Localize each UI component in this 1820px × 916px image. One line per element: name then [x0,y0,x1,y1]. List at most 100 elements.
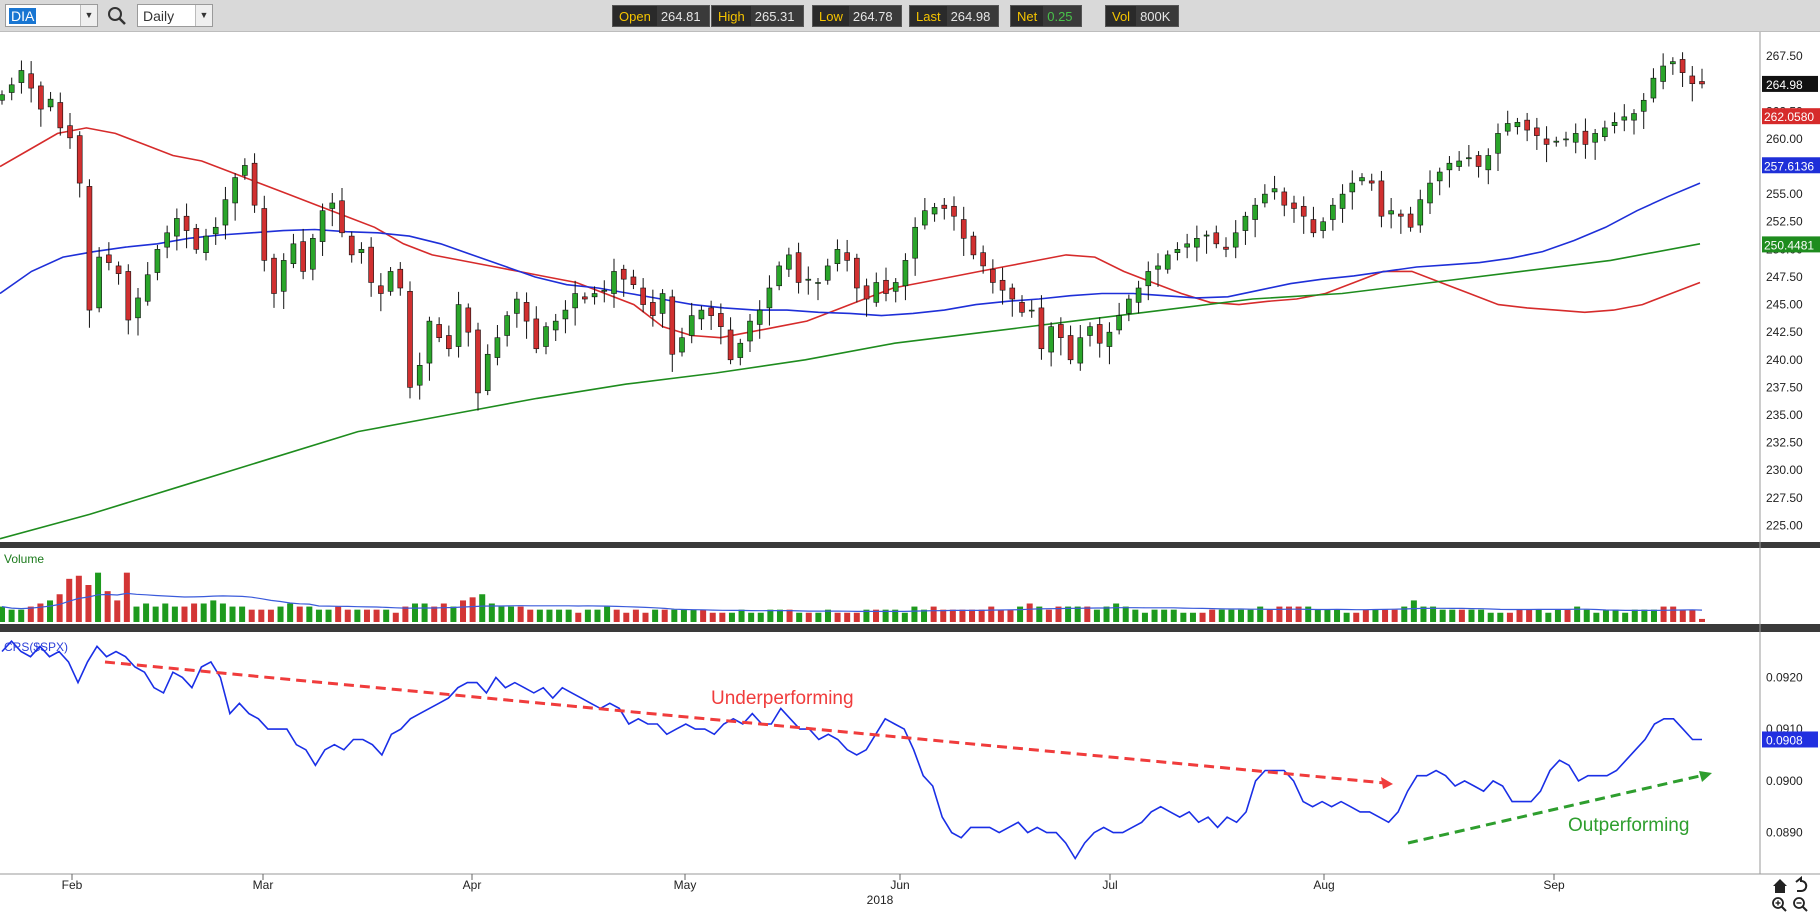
candle-body [1320,221,1326,231]
volume-bar [104,591,111,622]
volume-bar [949,609,956,622]
volume-bar [1574,606,1581,622]
candle-body [1349,182,1356,193]
candle-body [1582,130,1589,145]
symbol-dropdown-icon[interactable]: ▼ [80,5,97,26]
chart-area[interactable]: 267.50262.50260.00255.00252.50250.00247.… [0,32,1820,916]
candle-body [339,200,345,234]
volume-bar [1641,609,1648,622]
candle-body [67,125,73,139]
volume-bar [1017,606,1024,622]
date-tick-label: Jul [1102,878,1117,892]
candle-body [416,365,423,386]
candle-body [1611,122,1618,126]
vol-value: 800K [1136,6,1179,26]
candle-body [280,260,287,292]
candle-body [1699,81,1705,85]
volume-bar [0,606,5,622]
volume-bar [1257,606,1264,622]
volume-bar [767,609,774,622]
candle-body [1194,238,1200,248]
volume-bar [114,600,121,622]
candle-body [698,309,705,320]
candle-body [47,98,54,108]
candle-body [465,307,472,333]
volume-bar [1324,609,1331,622]
volume-bar [959,609,966,622]
period-dropdown-icon[interactable]: ▼ [195,5,212,26]
candle-body [1242,215,1249,231]
price-tick-label: 237.50 [1766,380,1803,394]
candle-body [1213,232,1220,245]
volume-bar [796,612,803,622]
volume-bar [1372,609,1379,622]
volume-bar [1295,606,1302,622]
zoom-out-icon[interactable] [1793,897,1808,912]
candle-body [96,256,102,309]
candle-body [242,165,248,176]
date-tick-label: Feb [62,878,83,892]
ma-value-label: 257.6136 [1764,159,1814,173]
candle-body [659,293,666,314]
volume-bar [844,612,851,622]
volume-bar [873,609,880,622]
ma-value-box [1762,157,1820,174]
period-value: Daily [143,8,175,24]
volume-bar [306,606,313,622]
candle-body [1300,205,1307,217]
search-icon[interactable] [106,5,128,27]
candle-body [679,337,685,353]
undo-icon[interactable] [1795,876,1808,892]
quote-vol: Vol 800K [1105,5,1180,27]
volume-bar [671,609,678,622]
volume-bar [411,603,418,622]
volume-bar [652,609,659,622]
volume-bar [488,603,495,622]
candle-body [999,279,1006,291]
volume-bar [680,609,687,622]
volume-bar [37,603,44,622]
volume-bar [1314,609,1321,622]
panel-separator [0,542,1820,548]
volume-bar [1334,609,1341,622]
volume-bar [1410,600,1417,622]
volume-bar [1699,618,1705,622]
candle-body [834,249,841,265]
candle-body [183,215,190,231]
candle-body [1262,193,1268,204]
candle-body [1650,77,1657,99]
candle-body [669,296,676,355]
volume-bar [508,606,515,622]
candle-body [883,279,889,294]
volume-bar [287,603,294,622]
quote-open: Open 264.81 [612,5,710,27]
zoom-in-icon[interactable] [1772,897,1787,912]
candle-body [1155,265,1161,270]
open-label: Open [619,9,651,24]
candle-body [1232,232,1239,248]
volume-bar [661,609,668,622]
candle-body [1009,287,1016,300]
volume-bar [1353,612,1360,622]
candle-body [144,274,151,302]
outperforming-trend-arrow [1407,773,1705,845]
volume-bar [47,600,54,622]
volume-bar [1276,606,1283,622]
candle-body [1096,324,1103,344]
volume-bar [1036,606,1043,622]
volume-bar [1237,609,1244,622]
symbol-input[interactable]: DIA ▼ [5,4,98,27]
candle-body [115,265,122,274]
candle-body [329,202,336,209]
period-select[interactable]: Daily ▼ [137,4,213,27]
candle-body [514,298,520,314]
volume-bar [834,612,841,622]
crs-panel: CRS($SPX)0.09200.09100.09000.08900.0908U… [1,640,1818,861]
home-icon[interactable] [1773,879,1787,893]
volume-bar [498,606,505,622]
volume-bar [431,606,438,622]
volume-bar [1170,609,1177,622]
crs-tick-label: 0.0900 [1766,774,1803,788]
volume-bar [988,606,995,622]
volume-bar [863,609,870,622]
